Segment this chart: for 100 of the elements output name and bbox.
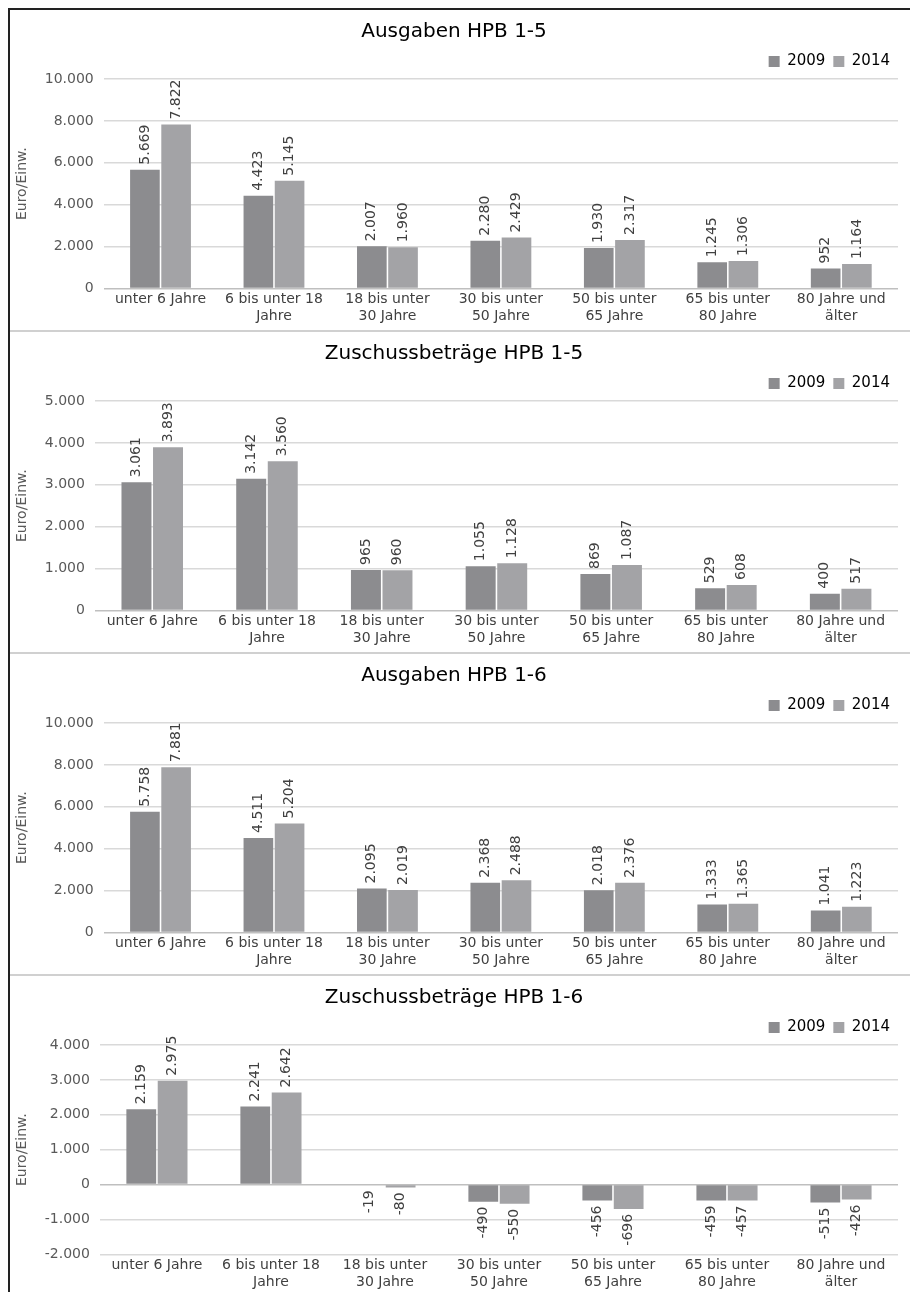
bar (499, 1185, 530, 1204)
chart-title: Zuschussbeträge HPB 1-6 (324, 984, 584, 1009)
y-tick-label: 3.000 (49, 1070, 90, 1087)
legend-label: 2009 (787, 1017, 826, 1036)
data-label: 2.317 (620, 194, 637, 235)
chart-title: Zuschussbeträge HPB 1-5 (324, 340, 584, 365)
data-label: 529 (700, 556, 717, 584)
bar (697, 904, 728, 932)
data-label: 1.306 (734, 215, 751, 257)
data-label: 1.223 (847, 861, 864, 902)
data-label: 2.975 (163, 1035, 180, 1076)
bar (236, 478, 267, 610)
legend-label: 2009 (787, 695, 826, 714)
x-tick-label: unter 6 Jahre (114, 934, 207, 951)
bar (130, 811, 160, 932)
bar (810, 268, 841, 288)
bar (842, 906, 872, 932)
bar (274, 180, 305, 288)
y-tick-label: 8.000 (53, 111, 94, 128)
bar (240, 1106, 271, 1184)
bar (611, 564, 642, 610)
data-label: 869 (586, 542, 603, 570)
bar (243, 837, 274, 932)
bar (126, 1109, 157, 1184)
data-label: 1.960 (393, 202, 410, 243)
chart-title: Ausgaben HPB 1-5 (361, 18, 547, 43)
y-tick-label: 3.000 (44, 475, 85, 492)
data-label: 2.019 (393, 845, 410, 886)
data-label: 2.007 (362, 201, 379, 242)
bar (613, 1185, 644, 1209)
data-label: 1.128 (502, 518, 519, 559)
bar (388, 890, 418, 932)
x-tick-label: 6 bis unter 18 Jahre (222, 1256, 320, 1290)
data-label: 4.511 (249, 792, 266, 833)
x-tick-label: 65 bis unter 80 Jahre (685, 934, 771, 968)
y-tick-label: 0 (75, 601, 85, 618)
bar (615, 882, 645, 932)
x-tick-label: 30 bis unter 50 Jahre (454, 612, 539, 646)
data-label: 3.061 (127, 437, 144, 478)
data-label: 2.241 (245, 1061, 262, 1102)
bar (350, 569, 381, 610)
x-tick-label: unter 6 Jahre (106, 612, 198, 629)
x-tick-label: 80 Jahre und älter (796, 1256, 886, 1290)
data-label: 2.159 (131, 1064, 148, 1105)
data-label: -457 (733, 1205, 750, 1238)
data-label: 7.881 (166, 722, 183, 763)
legend-label: 2014 (851, 695, 891, 714)
data-label: 5.204 (280, 778, 297, 819)
data-label: -490 (473, 1206, 490, 1239)
data-label: 952 (816, 236, 833, 264)
data-label: -456 (587, 1205, 604, 1238)
data-label: -19 (359, 1190, 376, 1214)
data-label: 1.365 (734, 858, 751, 899)
x-tick-label: 65 bis unter 80 Jahre (683, 612, 769, 646)
bar (385, 1185, 416, 1188)
x-tick-label: 50 bis unter 65 Jahre (570, 1256, 656, 1290)
y-axis-title: Euro/Einw. (13, 469, 30, 543)
x-tick-label: 6 bis unter 18 Jahre (225, 934, 323, 968)
legend-label: 2009 (787, 373, 826, 392)
bar (841, 1185, 872, 1200)
bar (243, 195, 274, 288)
bar (501, 880, 532, 932)
x-tick-label: 18 bis unter 30 Jahre (345, 290, 430, 324)
data-label: 1.055 (471, 521, 488, 562)
bar (388, 247, 418, 288)
bar (726, 584, 757, 610)
y-tick-label: -1.000 (44, 1210, 90, 1227)
y-tick-label: 10.000 (44, 713, 94, 730)
data-label: 1.930 (589, 202, 606, 243)
x-tick-label: 30 bis unter 50 Jahre (456, 1256, 542, 1290)
data-label: 2.018 (589, 845, 606, 886)
data-label: -696 (619, 1213, 636, 1246)
bar (695, 588, 726, 610)
legend-label: 2014 (851, 373, 891, 392)
data-label: 1.333 (702, 859, 719, 900)
y-tick-label: 2.000 (49, 1105, 90, 1122)
data-label: 4.423 (249, 150, 266, 191)
data-label: 3.142 (241, 433, 258, 474)
x-tick-label: 18 bis unter 30 Jahre (342, 1256, 428, 1290)
bar (274, 823, 305, 932)
bar (697, 262, 728, 288)
x-tick-label: 80 Jahre und älter (796, 612, 886, 646)
bar (468, 1185, 499, 1202)
data-label: 2.280 (475, 195, 492, 236)
bar (130, 169, 160, 288)
bar (696, 1185, 727, 1201)
y-tick-label: 2.000 (53, 881, 94, 898)
y-axis-title: Euro/Einw. (13, 147, 30, 221)
data-label: 960 (388, 538, 405, 566)
x-tick-label: 18 bis unter 30 Jahre (345, 934, 430, 968)
x-tick-label: 65 bis unter 80 Jahre (684, 1256, 770, 1290)
bar (161, 767, 191, 932)
y-tick-label: 6.000 (53, 797, 94, 814)
data-label: 7.822 (166, 79, 183, 120)
data-label: 1.041 (816, 865, 833, 906)
legend-label: 2009 (787, 51, 826, 70)
y-tick-label: 2.000 (44, 517, 85, 534)
bar (470, 882, 501, 932)
y-tick-label: 5.000 (44, 391, 85, 408)
x-tick-label: 18 bis unter 30 Jahre (339, 612, 425, 646)
